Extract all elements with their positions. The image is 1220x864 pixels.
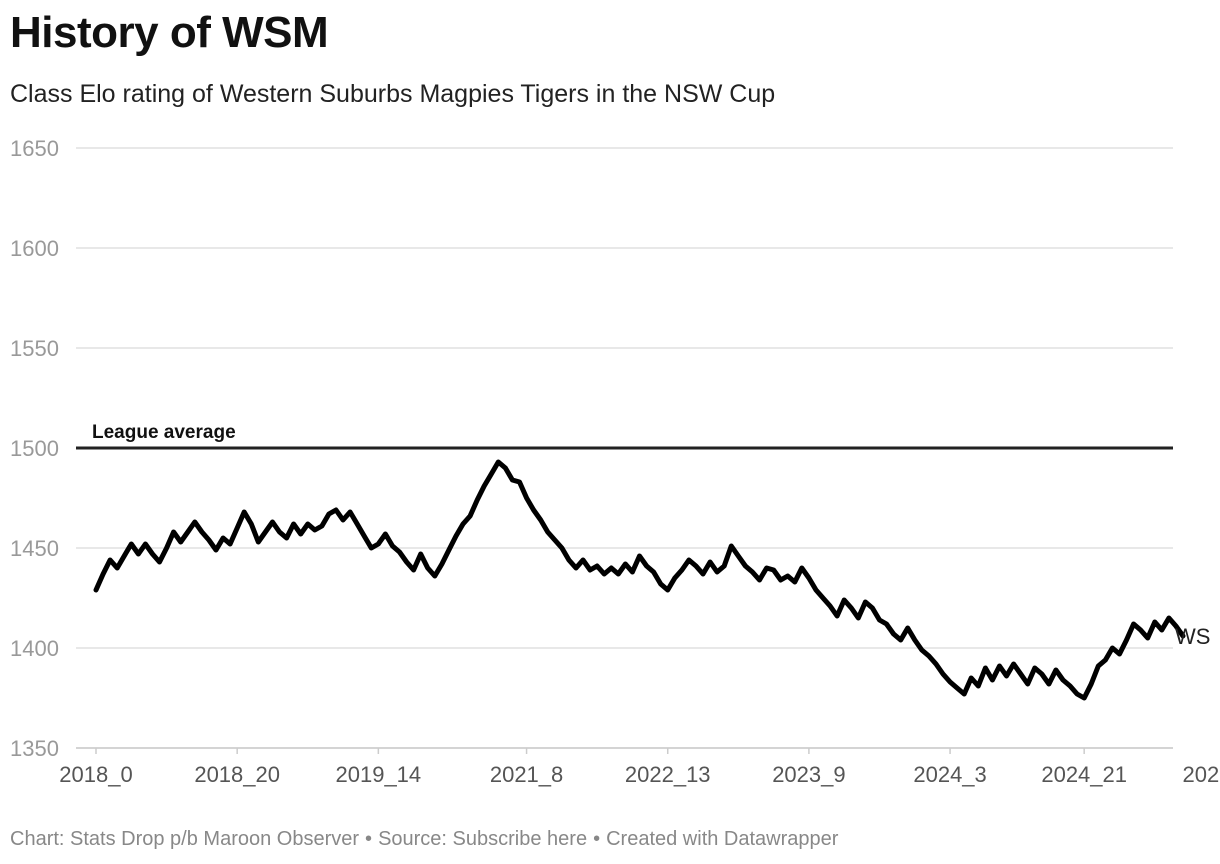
series-line-ws	[93, 459, 1186, 701]
y-tick-label: 1600	[10, 236, 59, 261]
series-end-label: WS	[1175, 624, 1210, 649]
y-axis-tick-labels: 1350 1400 1450 1500 1550 1600 1650	[10, 136, 59, 761]
x-tick-label: 2021_8	[490, 762, 563, 787]
y-tick-label: 1350	[10, 736, 59, 761]
x-tick-label: 2019_14	[336, 762, 422, 787]
x-tick-label: 2022_13	[625, 762, 711, 787]
series-layer: WS	[93, 459, 1210, 701]
league-average-label: League average	[92, 422, 236, 443]
y-tick-label: 1450	[10, 536, 59, 561]
x-tick-label: 2023_9	[772, 762, 845, 787]
footer-separator: •	[593, 828, 601, 850]
chart-subtitle: Class Elo rating of Western Suburbs Magp…	[10, 80, 776, 108]
chart-footer: Chart: Stats Drop p/b Maroon Observer • So…	[10, 828, 838, 851]
x-tick-label: 2024_21	[1041, 762, 1127, 787]
x-tick-label: 2018_20	[194, 762, 280, 787]
x-tick-label: 2018_0	[59, 762, 132, 787]
created-with-credit: Created with Datawrapper	[606, 828, 839, 850]
chart-credit: Chart: Stats Drop p/b Maroon Observer	[10, 828, 360, 850]
x-tick-label: 2024_3	[913, 762, 986, 787]
footer-separator: •	[365, 828, 373, 850]
chart-title: History of WSM	[10, 8, 329, 57]
source-link[interactable]: Source: Subscribe here	[378, 828, 588, 850]
league-average-reference: League average	[76, 422, 1173, 450]
x-axis-tick-labels: 2018_0 2018_20 2019_14 2021_8 2022_13 2023_9 2…	[59, 748, 1220, 787]
y-tick-label: 1400	[10, 636, 59, 661]
x-tick-label: 2025_15	[1183, 762, 1220, 787]
y-tick-label: 1550	[10, 336, 59, 361]
y-tick-label: 1650	[10, 136, 59, 161]
y-tick-label: 1500	[10, 436, 59, 461]
grid-lines	[76, 147, 1173, 749]
